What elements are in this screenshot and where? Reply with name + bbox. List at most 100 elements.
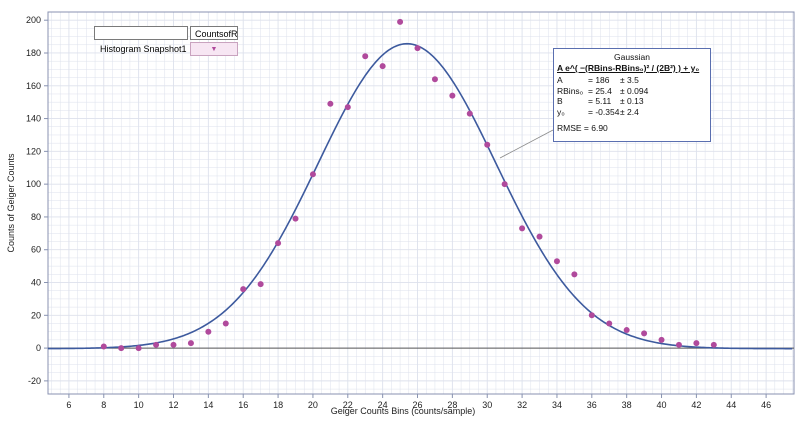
data-point <box>135 345 142 352</box>
y-tick-label: 100 <box>26 179 41 189</box>
y-tick-label: 200 <box>26 15 41 25</box>
data-point <box>466 110 473 117</box>
data-point <box>641 330 648 337</box>
x-tick-label: 46 <box>761 400 771 410</box>
data-point <box>571 271 578 278</box>
axis-labels: 6 8 10 12 14 16 18 20 22 24 26 28 30 32 34 36 38 40 42 44 46… <box>6 15 771 416</box>
y-tick-label: -20 <box>28 376 41 386</box>
y-tick-label: 0 <box>36 343 41 353</box>
y-tick-label: 140 <box>26 114 41 124</box>
data-point <box>100 343 107 350</box>
x-tick-label: 14 <box>203 400 213 410</box>
x-tick-label: 42 <box>691 400 701 410</box>
param-value: = 186 <box>588 75 610 85</box>
data-point <box>501 181 508 188</box>
data-point <box>170 341 177 348</box>
data-point <box>275 240 282 247</box>
y-tick-label: 160 <box>26 81 41 91</box>
x-tick-label: 6 <box>66 400 71 410</box>
param-value: = 25.4 <box>588 85 612 96</box>
fit-param-y0: y₀ = -0.354 ± 2.4 <box>554 107 710 118</box>
fit-results-box[interactable]: Gaussian A e^( −(RBins-RBins₀)² / (2B²) … <box>553 48 711 142</box>
x-tick-label: 40 <box>657 400 667 410</box>
data-point <box>675 341 682 348</box>
annotation-leader <box>499 129 554 159</box>
y-tick-label: 40 <box>31 278 41 288</box>
legend-series-header: CountsofR <box>190 26 238 40</box>
data-point <box>484 141 491 148</box>
param-error: ± 0.094 <box>620 85 649 96</box>
y-axis-title: Counts of Geiger Counts <box>6 153 16 253</box>
x-axis-title: Geiger Counts Bins (counts/sample) <box>331 406 476 416</box>
param-name: y₀ <box>557 106 565 117</box>
data-point <box>414 45 421 52</box>
x-tick-label: 44 <box>726 400 736 410</box>
fit-param-b: B = 5.11 ± 0.13 <box>554 96 710 107</box>
y-tick-label: 120 <box>26 146 41 156</box>
param-name: A <box>557 75 563 85</box>
x-tick-label: 20 <box>308 400 318 410</box>
x-tick-label: 8 <box>101 400 106 410</box>
legend-row-label: Histogram Snapshot1 <box>100 44 187 54</box>
x-tick-label: 16 <box>238 400 248 410</box>
x-tick-label: 18 <box>273 400 283 410</box>
fit-rmse: RMSE = 6.90 <box>557 123 608 133</box>
x-tick-label: 24 <box>378 400 388 410</box>
x-tick-label: 12 <box>168 400 178 410</box>
data-point <box>327 100 334 107</box>
x-tick-label: 30 <box>482 400 492 410</box>
legend-blank-cell[interactable] <box>94 26 188 40</box>
fit-param-rbins0: RBins₀ = 25.4 ± 0.094 <box>554 86 710 97</box>
param-name: RBins₀ <box>557 85 584 96</box>
param-error: ± 2.4 <box>620 106 639 117</box>
y-tick-label: 60 <box>31 245 41 255</box>
x-tick-label: 32 <box>517 400 527 410</box>
data-point <box>397 18 404 25</box>
data-point <box>710 341 717 348</box>
data-point <box>693 340 700 347</box>
data-point <box>553 258 560 265</box>
data-point <box>431 76 438 83</box>
fit-equation: A e^( −(RBins-RBins₀)² / (2B²) ) + y₀ <box>557 63 700 73</box>
data-points <box>100 18 717 352</box>
data-point <box>344 104 351 111</box>
leader-line <box>499 129 554 159</box>
param-name: B <box>557 96 563 106</box>
data-point <box>309 171 316 178</box>
param-value: = -0.354 <box>588 106 620 117</box>
data-point <box>222 320 229 327</box>
data-point <box>187 340 194 347</box>
data-point <box>257 281 264 288</box>
x-tick-label: 36 <box>587 400 597 410</box>
x-tick-label: 38 <box>622 400 632 410</box>
data-point <box>292 215 299 222</box>
data-point <box>519 225 526 232</box>
x-tick-label: 28 <box>447 400 457 410</box>
data-point <box>205 328 212 335</box>
data-point <box>658 336 665 343</box>
triangle-down-icon: ▼ <box>210 46 218 53</box>
y-tick-label: 180 <box>26 48 41 58</box>
data-point <box>606 320 613 327</box>
plot-frame <box>47 11 795 395</box>
data-point <box>623 327 630 334</box>
x-tick-label: 10 <box>134 400 144 410</box>
param-error: ± 3.5 <box>620 75 639 85</box>
x-tick-label: 26 <box>413 400 423 410</box>
fit-param-a: A = 186 ± 3.5 <box>554 75 710 86</box>
x-tick-label: 34 <box>552 400 562 410</box>
legend: CountsofR Histogram Snapshot1 ▼ <box>92 26 238 58</box>
data-point <box>240 286 247 293</box>
data-point <box>379 63 386 70</box>
data-point <box>536 233 543 240</box>
legend-marker-cell[interactable]: ▼ <box>190 42 238 56</box>
data-point <box>362 53 369 60</box>
param-value: = 5.11 <box>588 96 612 106</box>
data-point <box>449 92 456 99</box>
fit-title: Gaussian <box>614 52 650 62</box>
param-error: ± 0.13 <box>620 96 644 106</box>
y-tick-label: 20 <box>31 310 41 320</box>
data-point <box>153 341 160 348</box>
chart-axes <box>44 11 795 398</box>
data-point <box>588 312 595 319</box>
